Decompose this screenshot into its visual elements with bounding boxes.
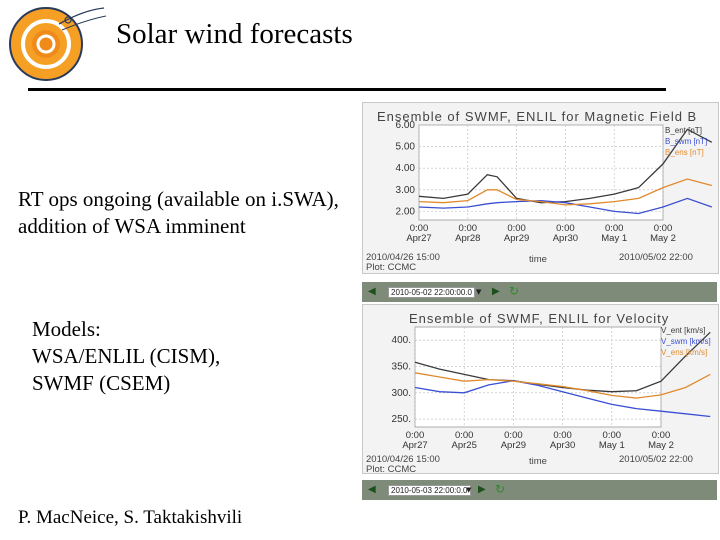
plot-v-series-line [414,372,711,399]
plot-b-x-tick: 0:00 Apr29 [504,223,529,244]
title-divider [28,88,666,91]
legend-b-swm: B_swm [nT] [665,137,708,146]
plot-b-y-tick: 5.00 [396,142,416,153]
plot-b-footer-mid: time [529,254,547,265]
plot-v-y-tick: 300. [392,388,411,399]
sun-logo-icon [9,7,107,81]
authors-text: P. MacNeice, S. Taktakishvili [18,507,243,528]
legend-v-swm: V_swm [km/s] [661,337,711,346]
status-text: RT ops ongoing (available on i.SWA), add… [18,187,339,238]
plot-v-series-line [414,380,711,418]
plot-b-footer-left: 2010/04/26 15:00 [366,252,440,263]
dropdown-icon[interactable]: ▼ [476,288,482,296]
plot-v-series-line [414,331,711,393]
plot-b-panel: Ensemble of SWMF, ENLIL for Magnetic Fie… [362,102,719,274]
plot-b-x-tick: 0:00 May 2 [650,223,676,244]
plot-v-plot-area [414,326,662,428]
refresh-icon[interactable]: ↻ [495,482,506,496]
plot-b-date-select[interactable]: 2010-05-02 22:00:00.0 [388,287,475,298]
plot-b-y-tick: 4.00 [396,163,416,174]
plot-v-x-tick: 0:00 Apr29 [501,430,526,451]
plot-v-y-tick: 400. [392,335,411,346]
models-text: Models: WSA/ENLIL (CISM), SWMF (CSEM) [32,317,221,395]
plot-b-plot-area [418,124,664,221]
legend-b-ent: B_ent [nT] [665,126,702,135]
plot-v-chart: 400. 350. 300. 250. 0:00 Apr27 0:00 Apr25 0:00 Ap… [392,326,711,451]
legend-b-ens: B_ens [nT] [665,148,704,157]
plot-b-series-line [418,197,713,215]
dropdown-icon[interactable]: ▼ [466,486,472,494]
plot-b-footer-right: 2010/05/02 22:00 [619,252,693,263]
plot-v-x-tick: 0:00 Apr27 [402,430,427,451]
plot-v-toolbar: ◀ 2010-05-03 22:00:0.0 ▼ ▶ ↻ [362,480,717,500]
slide-title: Solar wind forecasts [116,18,353,50]
plot-v-title: Ensemble of SWMF, ENLIL for Velocity [409,311,670,326]
plot-v-x-tick: 0:00 May 2 [648,430,674,451]
plot-b-title: Ensemble of SWMF, ENLIL for Magnetic Fie… [377,109,698,124]
plot-b-x-tick: 0:00 Apr27 [406,223,431,244]
plot-b-x-tick: 0:00 May 1 [601,223,627,244]
plot-v-y-tick: 350. [392,361,411,372]
refresh-icon[interactable]: ↻ [509,284,520,298]
legend-v-ent: V_ent [km/s] [661,326,706,335]
plot-b-x-tick: 0:00 Apr28 [455,223,480,244]
plot-b-chart: 6.00 5.00 4.00 3.00 2.00 0:00 Apr27 0:00 Apr28 0:… [396,120,713,244]
plot-v-panel: Ensemble of SWMF, ENLIL for Velocity 400… [362,304,719,475]
plot-v-x-tick: 0:00 May 1 [599,430,625,451]
plot-b-series-line [418,178,712,206]
plot-v-footer-right: 2010/05/02 22:00 [619,454,693,465]
plot-v-date-select[interactable]: 2010-05-03 22:00:0.0 [388,485,471,496]
plot-v-footer-mid: time [529,456,547,467]
plot-v-x-tick: 0:00 Apr30 [550,430,575,451]
plot-v-footer-plot: Plot: CCMC [366,464,417,475]
legend-v-ens: V_ens [km/s] [661,348,708,357]
arrow-left-icon[interactable]: ◀ [368,286,376,297]
plot-v-x-tick: 0:00 Apr25 [452,430,477,451]
plot-b-y-tick: 6.00 [396,120,416,131]
plot-b-y-tick: 2.00 [396,206,416,217]
plot-b-y-tick: 3.00 [396,185,416,196]
arrow-right-icon[interactable]: ▶ [492,286,500,297]
plot-v-footer-left: 2010/04/26 15:00 [366,454,440,465]
plot-b-x-tick: 0:00 Apr30 [553,223,578,244]
plot-v-y-tick: 250. [392,414,411,425]
arrow-left-icon[interactable]: ◀ [368,484,376,495]
plot-b-footer-plot: Plot: CCMC [366,262,417,273]
arrow-right-icon[interactable]: ▶ [478,484,486,495]
plot-b-toolbar: ◀ 2010-05-02 22:00:00.0 ▼ ▶ ↻ [362,282,717,302]
